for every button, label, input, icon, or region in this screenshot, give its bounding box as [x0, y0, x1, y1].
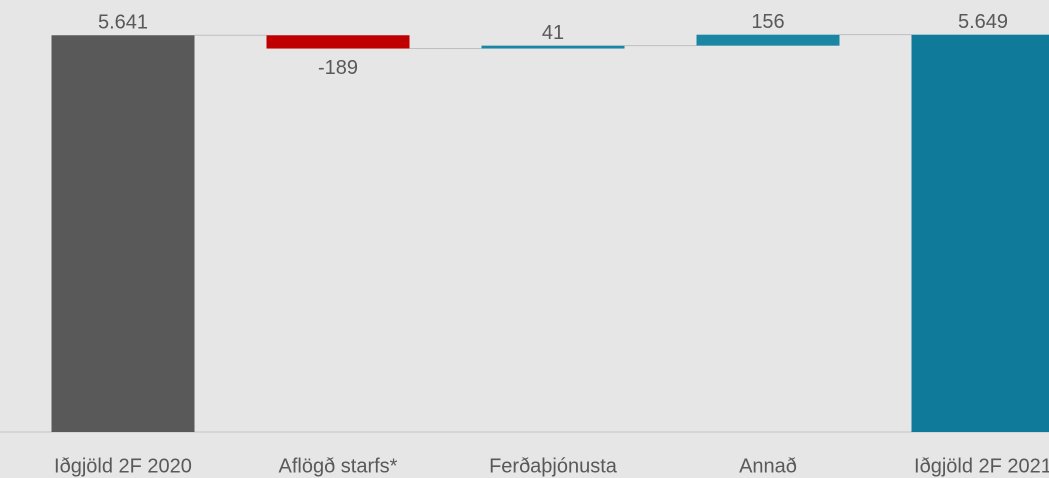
- x-tick-label: Iðgjöld 2F 2020: [54, 455, 192, 477]
- bar: [266, 35, 410, 49]
- data-label: -189: [318, 57, 358, 79]
- bar: [51, 35, 195, 433]
- data-label: 5.649: [958, 11, 1008, 33]
- data-label: 41: [542, 22, 564, 44]
- x-tick-label: Annað: [739, 455, 797, 477]
- x-tick-label: Iðgjöld 2F 2021: [914, 455, 1049, 477]
- data-label: 5.641: [98, 12, 148, 34]
- bar: [911, 34, 1049, 432]
- x-tick-label: Aflögð starfs*: [279, 455, 398, 477]
- bar: [481, 45, 625, 49]
- bar: [696, 34, 840, 46]
- data-label: 156: [751, 11, 784, 33]
- x-tick-label: Ferðaþjónusta: [489, 455, 618, 477]
